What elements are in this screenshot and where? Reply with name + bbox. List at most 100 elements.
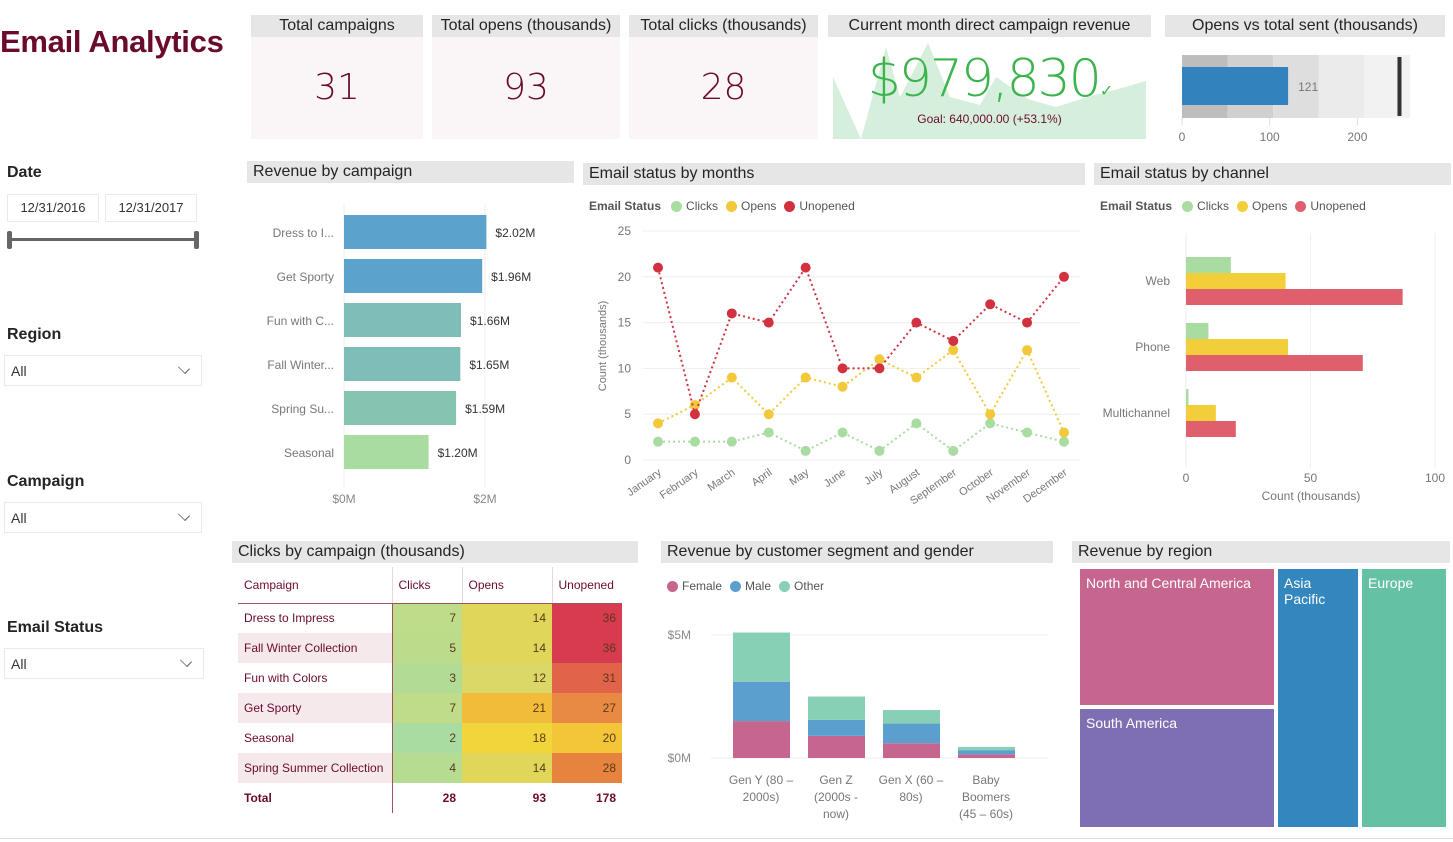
- bullet-band: [1318, 55, 1365, 118]
- date-range-slider[interactable]: [7, 230, 199, 250]
- data-point: [837, 363, 848, 374]
- treemap-tile-south-america[interactable]: South America: [1078, 707, 1276, 829]
- column-header-clicks[interactable]: Clicks: [392, 567, 463, 604]
- data-point: [763, 317, 774, 328]
- table-row[interactable]: Get Sporty 7 21 27: [238, 693, 622, 723]
- table-row[interactable]: Spring Summer Collection 4 14 28: [238, 753, 622, 783]
- legend-item-other[interactable]: Other: [794, 579, 825, 593]
- chart-title: Revenue by region: [1072, 541, 1450, 563]
- data-point: [653, 262, 663, 273]
- email-status-dropdown[interactable]: All: [4, 648, 204, 679]
- data-label: $1.65M: [469, 358, 509, 372]
- x-tick-label: 80s): [899, 790, 922, 804]
- data-point: [800, 372, 811, 383]
- clicks-cell: 2: [392, 723, 462, 753]
- campaign-dropdown[interactable]: All: [4, 502, 202, 533]
- legend-item-opens[interactable]: Opens: [1252, 199, 1288, 213]
- x-tick-label: Gen Y (80 –: [729, 773, 794, 787]
- x-tick-label: April: [750, 467, 775, 489]
- stacked-bar-segment: [808, 719, 865, 736]
- region-dropdown[interactable]: All: [4, 355, 202, 386]
- category-label: Dress to I...: [273, 226, 334, 240]
- campaign-slicer: Campaign: [7, 473, 84, 491]
- treemap-tile-north-and-central-america[interactable]: North and Central America: [1078, 567, 1276, 707]
- revenue-trend-area: [833, 43, 1146, 139]
- treemap-tile-europe[interactable]: Europe: [1360, 567, 1448, 829]
- legend-item-clicks[interactable]: Clicks: [1197, 199, 1230, 213]
- bar: [1186, 257, 1231, 273]
- clicks-cell: 3: [392, 663, 462, 693]
- legend-item-unopened[interactable]: Unopened: [1310, 199, 1366, 213]
- bullet-band: [1364, 55, 1410, 118]
- kpi-revenue: Current month direct campaign revenue $9…: [828, 15, 1151, 141]
- treemap-tile-asia-pacific[interactable]: Asia Pacific: [1276, 567, 1360, 829]
- table-row[interactable]: Seasonal 2 18 20: [238, 723, 622, 753]
- data-point: [763, 409, 774, 420]
- legend-item-opens[interactable]: Opens: [741, 199, 777, 213]
- date-end-input[interactable]: 12/31/2017: [105, 194, 197, 222]
- x-tick-label: 2000s): [743, 790, 780, 804]
- y-tick-label: 20: [618, 270, 632, 284]
- table-row[interactable]: Fun with Colors 3 12 31: [238, 663, 622, 693]
- chart-title: Email status by channel: [1094, 163, 1451, 185]
- data-point: [1022, 317, 1033, 328]
- data-point: [800, 445, 811, 456]
- legend-item-female[interactable]: Female: [682, 579, 723, 593]
- legend-item-unopened[interactable]: Unopened: [799, 199, 855, 213]
- x-tick-label: $0M: [332, 492, 355, 506]
- bar: [344, 259, 483, 293]
- data-label: $2.02M: [495, 226, 535, 240]
- page-tabs-bar: [0, 838, 1453, 842]
- x-tick-label: Boomers: [962, 790, 1010, 804]
- bar: [344, 435, 429, 469]
- clicks-by-campaign-visual: Clicks by campaign (thousands) Campaign C…: [232, 541, 638, 816]
- column-header-opens[interactable]: Opens: [462, 567, 553, 604]
- date-start-input[interactable]: 12/31/2016: [7, 194, 99, 222]
- kpi-total-opens: Total opens (thousands) 93: [432, 15, 620, 139]
- table-row[interactable]: Fall Winter Collection 5 14 36: [238, 633, 622, 663]
- y-tick-label: 0: [624, 453, 631, 467]
- kpi-value: 28: [700, 67, 747, 108]
- clicks-cell: 7: [392, 603, 462, 633]
- bullet-value-label: 121: [1298, 80, 1318, 94]
- email-status-by-channel-visual: Email status by channel Email Status Clic…: [1094, 163, 1451, 513]
- data-point: [653, 418, 663, 429]
- bullet-target-marker: [1397, 57, 1402, 116]
- chevron-down-icon: [179, 654, 193, 667]
- stacked-bar-segment: [733, 681, 790, 722]
- stacked-bar-segment: [733, 721, 790, 758]
- category-label: Fall Winter...: [267, 358, 334, 372]
- total-opens: 93: [532, 791, 546, 805]
- date-slicer: Date 12/31/2016 12/31/2017: [7, 164, 199, 250]
- column-header-unopened[interactable]: Unopened: [552, 567, 622, 604]
- date-slider-start-handle[interactable]: [7, 231, 12, 249]
- unopened-cell: 36: [552, 603, 622, 633]
- chart-legend: Email Status Clicks Opens Unopened: [589, 199, 859, 213]
- x-tick-label: (45 – 60s): [959, 807, 1013, 821]
- stacked-bar-segment: [808, 735, 865, 758]
- legend-marker: [1182, 200, 1194, 212]
- clicks-cell: 7: [392, 693, 462, 723]
- series-line-unopened: [657, 265, 1065, 418]
- x-tick-label: now): [823, 807, 849, 821]
- bar: [1186, 289, 1403, 305]
- chart-title: Opens vs total sent (thousands): [1165, 15, 1445, 37]
- region-slicer: Region: [7, 326, 61, 344]
- legend-item-male[interactable]: Male: [745, 579, 772, 593]
- email-status-label: Email Status: [7, 619, 104, 636]
- data-label: $1.59M: [465, 402, 505, 416]
- kpi-title: Total clicks (thousands): [629, 15, 818, 37]
- legend-item-clicks[interactable]: Clicks: [686, 199, 719, 213]
- data-point: [689, 436, 700, 447]
- data-point: [726, 372, 737, 383]
- campaign-cell: Spring Summer Collection: [238, 753, 393, 783]
- unopened-cell: 31: [552, 663, 622, 693]
- category-label: Phone: [1135, 340, 1170, 354]
- column-header-campaign[interactable]: Campaign: [238, 567, 393, 604]
- y-axis-label: Count (thousands): [597, 301, 609, 392]
- campaign-cell: Dress to Impress: [238, 603, 393, 633]
- legend-title: Email Status: [589, 199, 662, 213]
- stacked-bar-segment: [808, 696, 865, 720]
- table-row[interactable]: Dress to Impress 7 14 36: [238, 603, 622, 633]
- date-slider-end-handle[interactable]: [194, 231, 199, 249]
